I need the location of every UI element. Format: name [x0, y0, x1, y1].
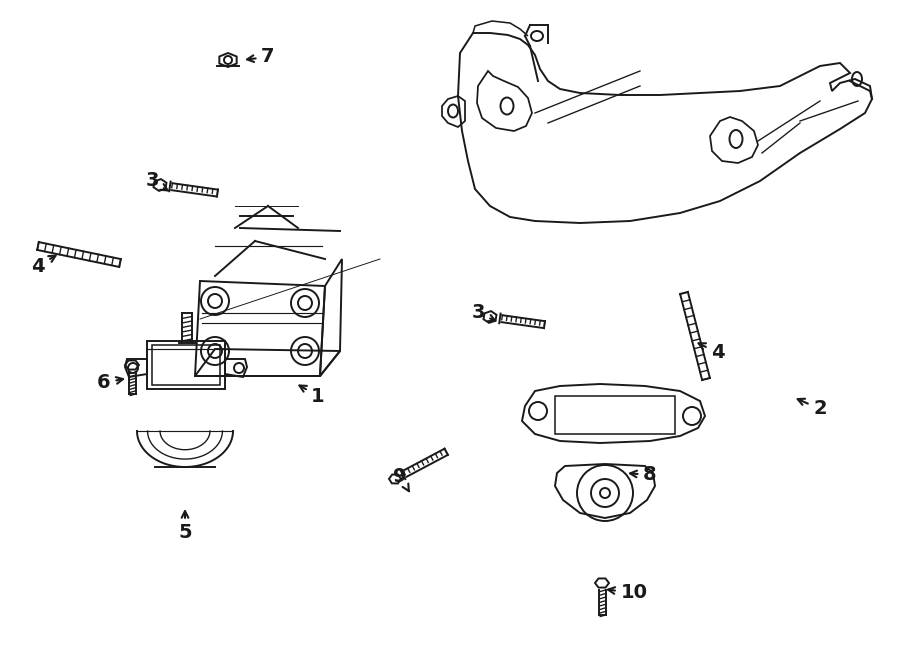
Text: 6: 6: [97, 373, 123, 393]
Text: 7: 7: [248, 48, 274, 67]
Text: 5: 5: [178, 511, 192, 543]
Text: 10: 10: [608, 584, 647, 602]
Text: 4: 4: [32, 256, 56, 276]
Text: 9: 9: [393, 467, 409, 491]
Text: 8: 8: [630, 465, 657, 485]
Text: 1: 1: [300, 385, 325, 405]
Text: 2: 2: [797, 399, 827, 418]
Text: 3: 3: [145, 171, 167, 190]
Text: 3: 3: [472, 303, 495, 323]
Text: 4: 4: [698, 343, 724, 362]
